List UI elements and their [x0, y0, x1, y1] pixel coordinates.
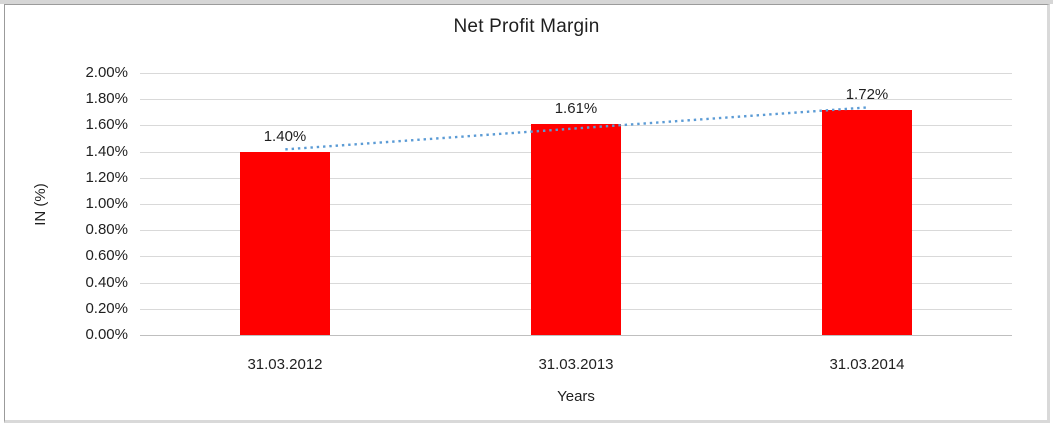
data-label: 1.40%: [263, 128, 307, 145]
y-tick-label: 1.60%: [85, 116, 128, 133]
gridline: [140, 73, 1012, 74]
data-label: 1.61%: [554, 100, 598, 117]
y-tick-label: 0.60%: [85, 247, 128, 264]
x-axis-line: [140, 335, 1012, 336]
y-tick-label: 0.20%: [85, 300, 128, 317]
y-tick-labels: 2.00% 1.80% 1.60% 1.40% 1.20% 1.00% 0.80% 0.60%…: [0, 0, 128, 426]
y-tick-label: 2.00%: [85, 64, 128, 81]
data-label: 1.72%: [845, 86, 889, 103]
chart-title: Net Profit Margin: [453, 16, 600, 37]
bar-31.03.2012: [240, 152, 330, 335]
gridline: [140, 99, 1012, 100]
y-tick-label: 0.40%: [85, 274, 128, 291]
x-tick-label: 31.03.2014: [829, 356, 905, 373]
y-tick-label: 1.40%: [85, 143, 128, 160]
frame-top-band: [0, 0, 1053, 4]
x-axis-title: Years: [557, 388, 595, 405]
x-tick-label: 31.03.2012: [247, 356, 323, 373]
trendline: [285, 106, 867, 151]
y-tick-label: 1.80%: [85, 90, 128, 107]
y-tick-label: 0.00%: [85, 326, 128, 343]
plot-area: 1.40% 1.61% 1.72%: [140, 73, 1012, 336]
bar-31.03.2013: [531, 124, 621, 335]
y-tick-label: 1.00%: [85, 195, 128, 212]
y-tick-label: 1.20%: [85, 169, 128, 186]
bar-31.03.2014: [822, 110, 912, 335]
x-tick-label: 31.03.2013: [538, 356, 614, 373]
y-tick-label: 0.80%: [85, 221, 128, 238]
